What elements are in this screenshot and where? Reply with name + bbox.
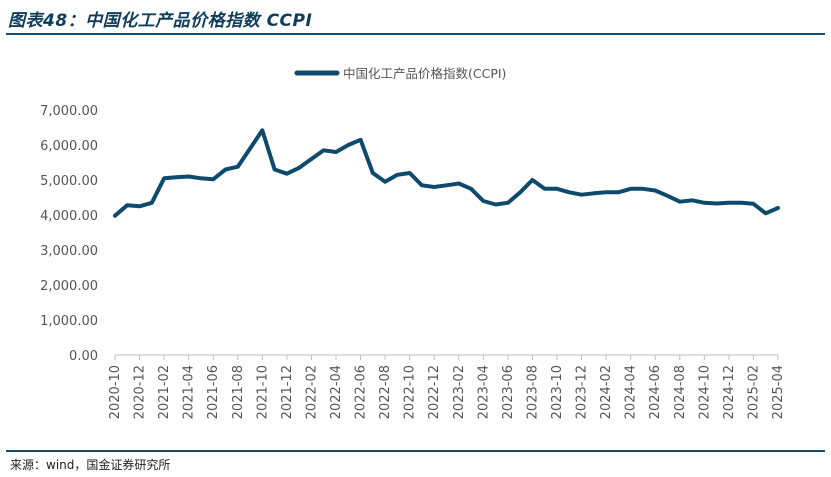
figure-title: 图表48：中国化工产品价格指数 CCPI (8, 11, 313, 31)
x-tick-label: 2021-08 (231, 365, 246, 419)
x-tick-label: 2024-08 (673, 365, 688, 419)
x-tick-label: 2022-12 (427, 365, 442, 419)
y-tick-label: 3,000.00 (40, 244, 98, 259)
x-tick-label: 2021-02 (157, 365, 172, 419)
legend-label: 中国化工产品价格指数(CCPI) (343, 66, 506, 81)
x-tick-label: 2025-04 (771, 365, 786, 419)
x-tick-label: 2023-02 (452, 365, 467, 419)
x-tick-label: 2020-12 (133, 365, 148, 419)
x-tick-label: 2022-04 (329, 365, 344, 419)
x-tick-label: 2023-08 (525, 365, 540, 419)
x-tick-label: 2024-02 (599, 365, 614, 419)
bottom-rule (6, 450, 825, 452)
x-tick-label: 2022-10 (403, 365, 418, 419)
y-tick-label: 4,000.00 (40, 209, 98, 224)
source-note: 来源：wind，国金证券研究所 (10, 458, 171, 472)
x-tick-label: 2023-04 (476, 365, 491, 419)
x-tick-label: 2020-10 (108, 365, 123, 419)
y-tick-label: 6,000.00 (40, 139, 98, 154)
x-tick-label: 2023-06 (501, 365, 516, 419)
x-tick-label: 2024-04 (624, 365, 639, 419)
x-tick-label: 2024-06 (648, 365, 663, 419)
x-tick-label: 2024-12 (722, 365, 737, 419)
top-rule (6, 33, 825, 35)
x-tick-label: 2022-08 (378, 365, 393, 419)
x-tick-label: 2023-12 (575, 365, 590, 419)
ccpi-line-chart: 7,000.00 6,000.00 5,000.00 4,000.00 3,000.00… (40, 66, 786, 419)
x-tick-label: 2023-10 (550, 365, 565, 419)
x-tick-label: 2022-06 (354, 365, 369, 419)
y-tick-label: 5,000.00 (40, 174, 98, 189)
x-tick-label: 2021-12 (280, 365, 295, 419)
y-tick-label: 1,000.00 (40, 314, 98, 329)
x-tick-label: 2024-10 (697, 365, 712, 419)
x-tick-label: 2021-06 (206, 365, 221, 419)
x-tick-label: 2022-02 (304, 365, 319, 419)
x-tick-label: 2021-04 (182, 365, 197, 419)
x-tick-label: 2021-10 (255, 365, 270, 419)
y-tick-label: 0.00 (69, 349, 98, 364)
ccpi-series-line (113, 128, 780, 218)
y-tick-label: 7,000.00 (40, 104, 98, 119)
y-tick-label: 2,000.00 (40, 279, 98, 294)
x-tick-label: 2025-02 (746, 365, 761, 419)
